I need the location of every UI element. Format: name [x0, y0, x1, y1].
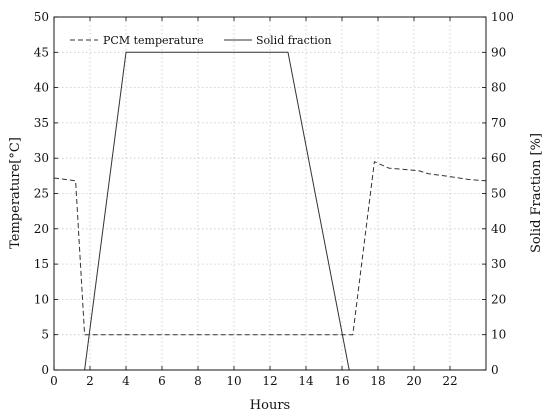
y-right-tick-label: 60 [491, 151, 506, 165]
y-left-tick-labels: 0 5 10 15 20 25 30 35 40 45 50 [34, 10, 49, 377]
legend: PCM temperature Solid fraction [70, 34, 331, 47]
y-right-tick-label: 100 [491, 10, 514, 24]
x-tick-label: 10 [226, 374, 241, 388]
legend-label-pcm-temperature: PCM temperature [103, 34, 204, 47]
x-tick-label: 20 [406, 374, 421, 388]
y-right-tick-labels: 0 10 20 30 40 50 60 70 80 90 100 [491, 10, 514, 377]
x-tick-label: 4 [122, 374, 130, 388]
y-left-tick-label: 20 [34, 222, 49, 236]
x-tick-label: 18 [370, 374, 385, 388]
y-right-tick-label: 80 [491, 81, 506, 95]
series-line-pcm-temperature [53, 160, 487, 336]
x-axis-title: Hours [250, 398, 290, 413]
y-left-tick-label: 15 [34, 257, 49, 271]
grid-lines [53, 16, 486, 371]
y-right-tick-label: 20 [491, 292, 506, 306]
y-left-tick-label: 35 [34, 116, 49, 130]
y-right-tick-label: 10 [491, 328, 506, 342]
x-tick-label: 12 [262, 374, 277, 388]
x-tick-label: 8 [194, 374, 202, 388]
y-left-tick-label: 5 [41, 328, 49, 342]
y-right-tick-label: 70 [491, 116, 506, 130]
ticks [53, 16, 486, 371]
y-left-tick-label: 0 [41, 363, 49, 377]
y-right-tick-label: 40 [491, 222, 506, 236]
y-right-tick-label: 0 [491, 363, 499, 377]
x-tick-label: 16 [334, 374, 349, 388]
x-tick-label: 2 [86, 374, 94, 388]
series-layer [53, 51, 487, 371]
y-left-tick-label: 10 [34, 292, 49, 306]
y-right-tick-label: 30 [491, 257, 506, 271]
legend-label-solid-fraction: Solid fraction [256, 34, 331, 47]
x-tick-label: 22 [442, 374, 457, 388]
y-right-tick-label: 50 [491, 187, 506, 201]
y-left-tick-label: 25 [34, 187, 49, 201]
y-left-tick-label: 30 [34, 151, 49, 165]
y-left-tick-label: 50 [34, 10, 49, 24]
x-tick-label: 0 [50, 374, 58, 388]
x-tick-labels: 0 2 4 6 8 10 12 14 16 18 20 22 [50, 374, 457, 388]
x-tick-label: 14 [298, 374, 314, 388]
y-right-tick-label: 90 [491, 45, 506, 59]
x-tick-label: 6 [158, 374, 166, 388]
y-left-tick-label: 45 [34, 45, 49, 59]
y-left-axis-title: Temperature[°C] [8, 137, 23, 249]
y-left-tick-label: 40 [34, 81, 49, 95]
y-right-axis-title: Solid Fraction [%] [529, 133, 544, 253]
series-line-solid-fraction [84, 51, 350, 371]
